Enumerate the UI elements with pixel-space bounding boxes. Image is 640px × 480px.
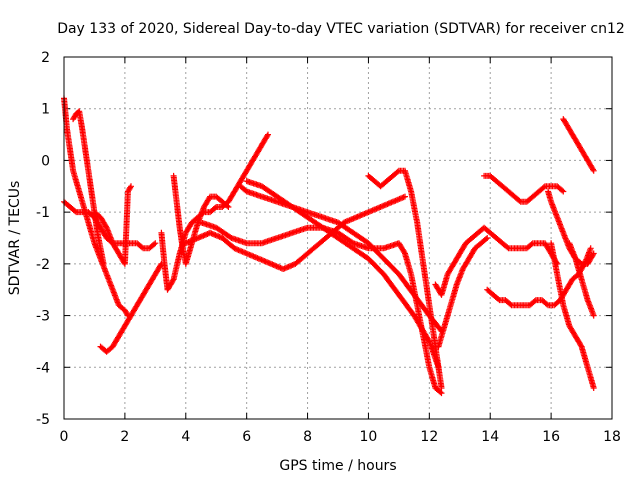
data-point-marker: [590, 312, 597, 319]
series-arc-20: [566, 240, 597, 319]
chart-title: Day 133 of 2020, Sidereal Day-to-day VTE…: [57, 21, 625, 37]
data-point-marker: [504, 244, 511, 251]
series-arc-4: [97, 260, 165, 355]
x-tick-label: 16: [542, 429, 560, 445]
data-point-marker: [560, 188, 567, 195]
data-point-marker: [102, 223, 109, 230]
data-point-marker: [495, 296, 502, 302]
y-tick-label: 1: [41, 102, 50, 118]
data-point-marker: [100, 260, 107, 267]
data-point-marker: [438, 390, 445, 397]
data-point-marker: [483, 236, 489, 242]
series-arc-2: [70, 108, 107, 267]
data-series: [61, 95, 597, 397]
data-point-marker: [590, 167, 597, 174]
x-tick-label: 6: [242, 429, 251, 445]
data-point-marker: [484, 235, 491, 241]
data-point-marker: [437, 389, 444, 396]
data-point-marker: [212, 205, 218, 211]
x-tick-label: 4: [181, 429, 190, 445]
x-tick-label: 2: [120, 429, 129, 445]
data-point-marker: [587, 245, 594, 252]
series-arc-16: [484, 245, 594, 309]
data-point-marker: [543, 301, 550, 308]
data-point-marker: [438, 385, 445, 391]
data-point-marker: [138, 244, 145, 251]
data-point-marker: [507, 301, 514, 308]
data-point-marker: [224, 202, 231, 209]
data-point-marker: [169, 277, 176, 284]
y-tick-label: -2: [36, 257, 50, 273]
series-arc-13: [432, 224, 561, 298]
data-point-marker: [152, 240, 159, 247]
series-arc-19: [560, 116, 597, 174]
data-point-marker: [151, 241, 158, 248]
data-point-marker: [128, 183, 134, 190]
x-tick-label: 0: [60, 429, 69, 445]
series-arc-3: [61, 198, 159, 252]
data-point-marker: [72, 208, 78, 215]
data-point-marker: [531, 298, 538, 305]
x-tick-label: 10: [360, 429, 378, 445]
y-tick-label: -1: [36, 205, 50, 221]
series-arc-5: [91, 183, 134, 267]
data-point-marker: [265, 131, 271, 138]
y-tick-label: 2: [41, 50, 50, 66]
data-point-marker: [516, 197, 523, 204]
y-tick-label: 0: [41, 153, 50, 169]
data-point-marker: [264, 132, 271, 139]
data-point-marker: [577, 342, 584, 349]
series-arc-8: [182, 193, 408, 272]
data-point-marker: [559, 187, 566, 194]
data-point-marker: [425, 337, 432, 344]
x-tick-label: 8: [303, 429, 312, 445]
series-arc-6: [158, 131, 271, 293]
series-arc-15: [481, 172, 567, 205]
y-axis-label: SDTVAR / TECUs: [7, 181, 23, 296]
data-point-marker: [402, 193, 408, 200]
series-arc-17: [545, 188, 597, 267]
series-arc-18: [548, 240, 597, 391]
x-axis-label: GPS time / hours: [279, 458, 396, 474]
x-tick-label: 14: [481, 429, 499, 445]
data-point-marker: [590, 251, 596, 258]
data-point-marker: [540, 184, 547, 191]
y-tick-label: -4: [36, 360, 50, 376]
series-arc-14: [435, 235, 491, 350]
data-point-marker: [127, 184, 134, 191]
data-point-marker: [401, 249, 408, 256]
data-point-marker: [590, 250, 597, 257]
data-point-marker: [590, 385, 597, 391]
y-tick-label: -3: [36, 309, 50, 325]
x-tick-label: 18: [603, 429, 621, 445]
x-tick-label: 12: [420, 429, 438, 445]
data-point-marker: [590, 166, 596, 173]
data-point-marker: [225, 204, 232, 210]
plot-frame: [63, 56, 613, 420]
data-point-marker: [394, 168, 401, 175]
series-arc-12: [365, 167, 445, 391]
data-point-marker: [528, 241, 535, 248]
grid: [64, 57, 612, 419]
y-tick-label: -5: [36, 412, 50, 428]
series-arc-11: [243, 178, 442, 371]
